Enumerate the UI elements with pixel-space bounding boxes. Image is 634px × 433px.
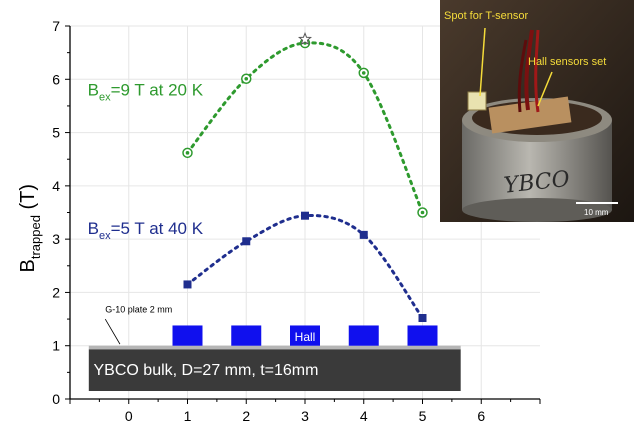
tick-labels: 0 1 2 3 4 5 6 7 0 1 2 3 4 5 6 — [52, 18, 485, 424]
sample-diagram: YBCO bulk, D=27 mm, t=16mm Hall G-10 plate… — [88, 305, 461, 392]
x-tick-label: 1 — [184, 408, 192, 424]
y-tick-label: 3 — [52, 231, 60, 247]
series-2-point — [242, 237, 251, 246]
ybco-bulk — [88, 349, 461, 392]
g10-plate — [88, 345, 461, 350]
hall-sensor — [231, 325, 262, 346]
y-tick-label: 0 — [52, 391, 60, 407]
hall-sensor — [407, 325, 438, 346]
series-1-point-dot — [420, 210, 425, 215]
series-2-point — [183, 280, 192, 289]
series-1-point-dot — [244, 76, 249, 81]
peak-star-marker — [297, 31, 313, 46]
y-tick-label: 5 — [52, 125, 60, 141]
x-tick-label: 6 — [477, 408, 485, 424]
hall-sensors-label: Hall sensors set — [528, 56, 607, 68]
x-tick-label: 5 — [419, 408, 427, 424]
series-labels: Bex=9 T at 20 K Bex=5 T at 40 K — [88, 80, 204, 242]
y-tick-label: 6 — [52, 71, 60, 87]
plate-pointer — [104, 318, 121, 345]
g10-plate — [488, 96, 572, 134]
y-tick-label: 1 — [52, 338, 60, 354]
y-tick-label: 7 — [52, 18, 60, 34]
y-tick-label: 2 — [52, 284, 60, 300]
hall-sensor — [290, 325, 320, 346]
x-tick-label: 4 — [360, 408, 368, 424]
series-2-point — [359, 230, 368, 239]
data-series — [182, 31, 428, 323]
plate-label: G-10 plate 2 mm — [105, 305, 172, 315]
x-tick-label: 2 — [242, 408, 250, 424]
hall-sensor — [172, 325, 203, 346]
spot-label: Spot for T-sensor — [444, 10, 529, 22]
sample-photo: YBCO Spot for T-sensor Hall sensors set … — [440, 0, 634, 222]
axes — [65, 25, 541, 404]
photo-drawing: YBCO — [440, 0, 634, 222]
series-2-point — [301, 211, 309, 220]
hall-sensor — [348, 325, 379, 346]
scale-label: 10 mm — [584, 208, 609, 217]
series-1-point-dot — [361, 71, 366, 75]
series-1-point-dot — [185, 151, 190, 155]
series-2-label: Bex=5 T at 40 K — [88, 219, 204, 242]
x-tick-label: 3 — [301, 408, 309, 424]
bulk-label: YBCO bulk, D=27 mm, t=16mm — [94, 362, 319, 379]
x-tick-label: 0 — [125, 408, 133, 424]
series-1-label: Bex=9 T at 20 K — [88, 80, 204, 103]
y-tick-label: 4 — [52, 178, 60, 194]
hall-label: Hall — [295, 330, 316, 344]
series-2-point — [418, 314, 427, 323]
y-axis-title: Btrapped (T) — [17, 184, 43, 273]
y-axis-label: Btrapped (T) — [17, 184, 43, 273]
t-sensor-block — [467, 91, 487, 111]
